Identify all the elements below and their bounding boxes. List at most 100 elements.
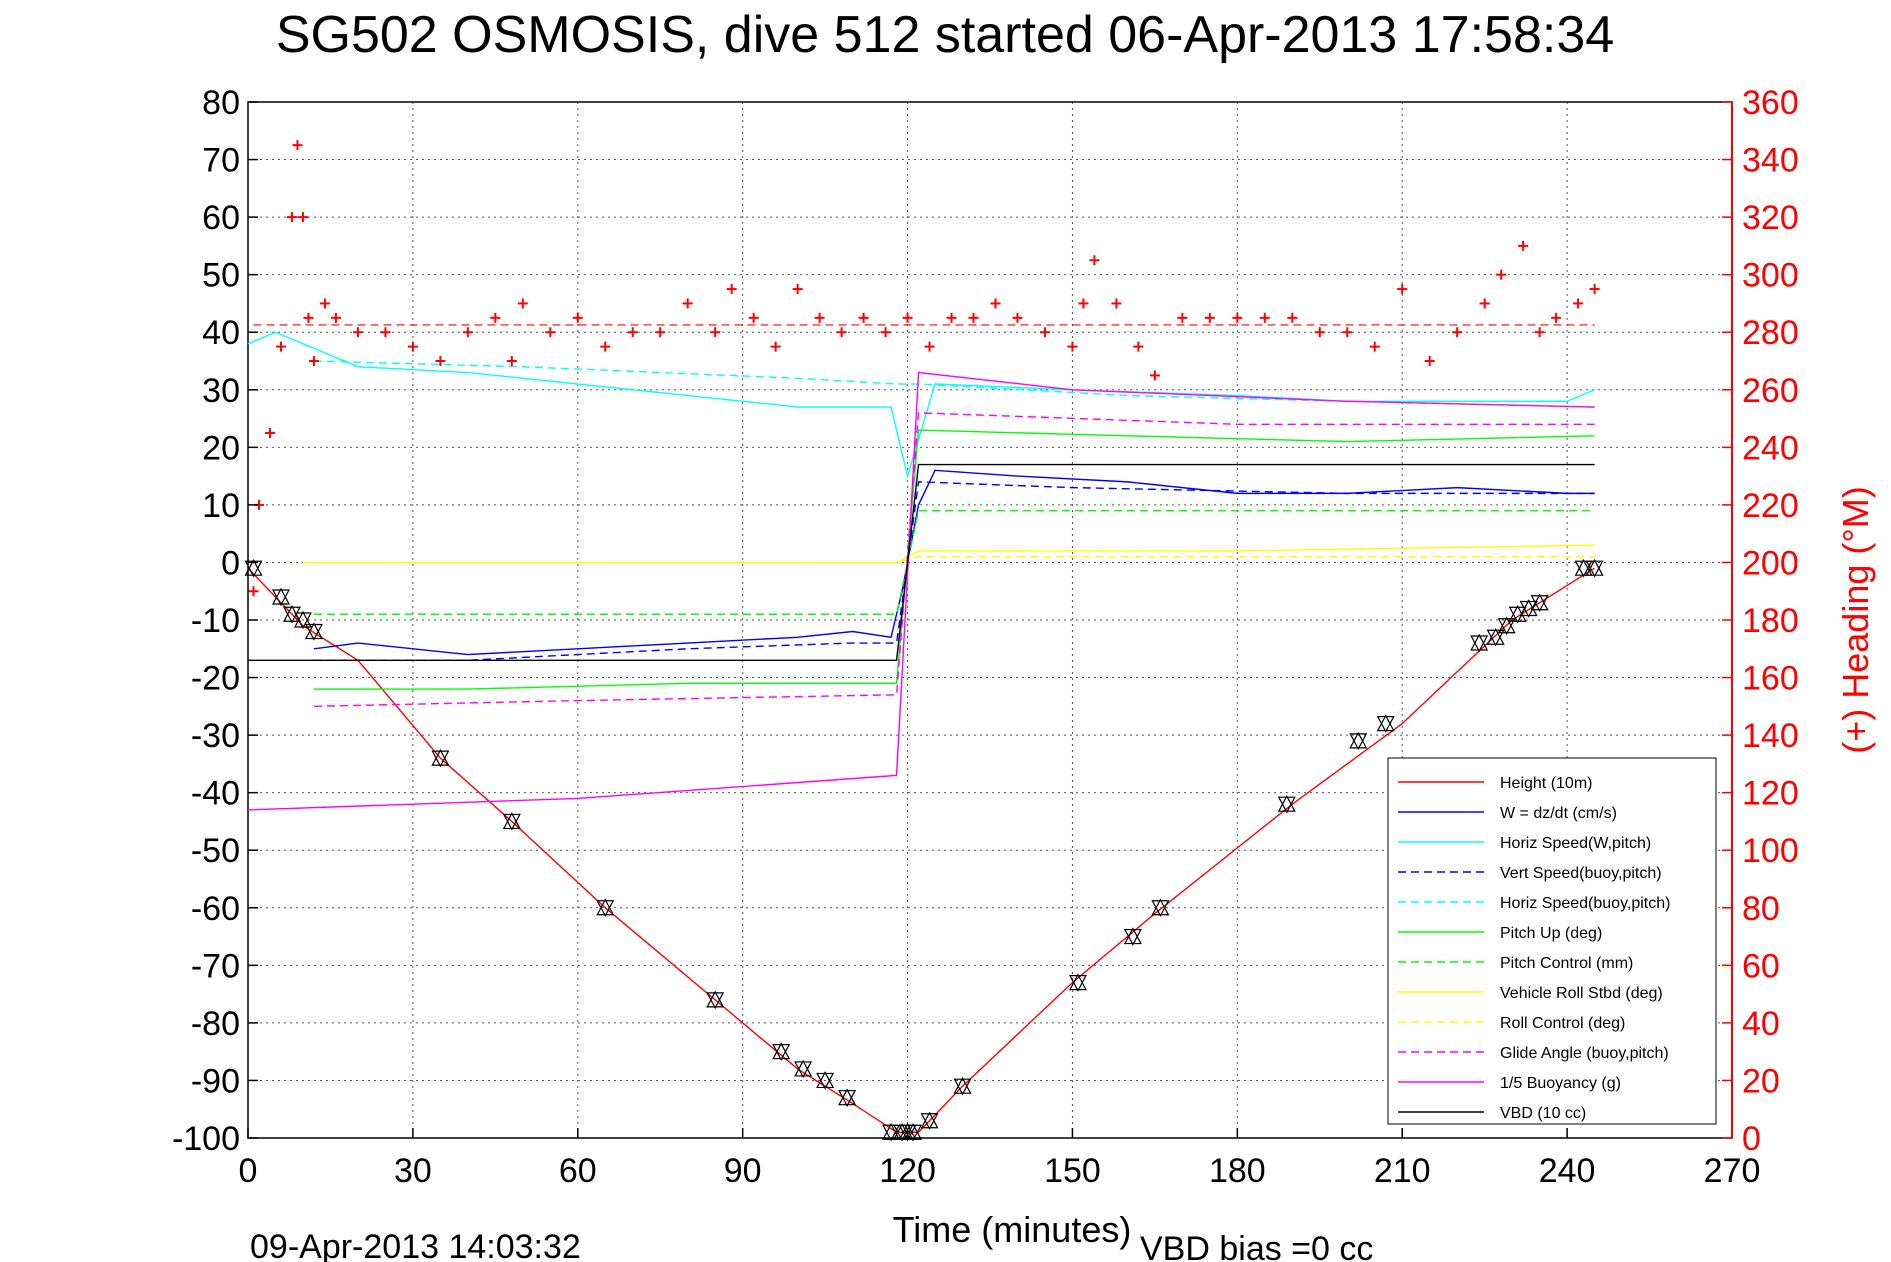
heading-point: [858, 312, 869, 323]
series-line-roll-control-deg: [302, 555, 1595, 564]
y-right-tick-label: 220: [1742, 487, 1799, 525]
heading-point: [880, 327, 891, 338]
height-sample-marker: [1376, 714, 1395, 733]
y-right-tick-label: 40: [1742, 1005, 1780, 1043]
heading-point: [1589, 284, 1600, 295]
y-right-tick-label: 120: [1742, 775, 1799, 813]
height-sample-marker: [1349, 731, 1368, 751]
y-right-tick-label: 300: [1742, 257, 1799, 295]
legend-label: Height (10m): [1500, 775, 1592, 792]
heading-point: [292, 140, 303, 151]
y-left-tick-label: 30: [202, 372, 240, 410]
y-right-tick-label: 140: [1742, 717, 1799, 755]
x-tick-label: 150: [1044, 1152, 1101, 1190]
heading-point: [726, 284, 737, 295]
legend-label: Vehicle Roll Stbd (deg): [1500, 985, 1663, 1002]
height-sample-marker: [1470, 633, 1489, 653]
legend-box: [1387, 757, 1717, 1125]
height-sample-marker: [1585, 558, 1604, 578]
series-line-1-5-buoyancy-g: [247, 371, 1595, 811]
series-line-vbd-10-cc: [248, 463, 1595, 661]
x-tick-label: 120: [879, 1152, 936, 1190]
x-axis-ticks: 0 30 60 90 120 150 180 210 240 270: [239, 1128, 1761, 1190]
height-sample-marker: [794, 1059, 813, 1079]
y-right-tick-label: 200: [1742, 544, 1799, 582]
heading-point: [1177, 312, 1188, 323]
x-tick-label: 240: [1539, 1152, 1596, 1190]
height-sample-marker: [953, 1076, 972, 1096]
legend-label: Vert Speed(buoy,pitch): [1500, 865, 1662, 882]
y-right-tick-label: 280: [1742, 314, 1799, 352]
heading-point: [1518, 240, 1529, 251]
y-right-tick-label: 0: [1742, 1120, 1761, 1158]
y-right-tick-label: 340: [1742, 142, 1799, 180]
y-left-tick-label: -100: [172, 1120, 240, 1158]
height-sample-marker: [882, 1122, 901, 1142]
series-line-height-10m: [247, 567, 1595, 1133]
heading-point: [600, 341, 611, 352]
legend: Height (10m) W = dz/dt (cm/s) Horiz Speed(…: [1387, 757, 1717, 1125]
height-sample-marker: [706, 990, 725, 1010]
heading-point: [572, 312, 583, 323]
y-left-tick-label: -10: [191, 602, 240, 640]
y-left-tick-label: 10: [202, 487, 240, 525]
height-sample-marker: [920, 1111, 939, 1131]
heading-point: [1397, 284, 1408, 295]
heading-point: [1452, 327, 1463, 338]
heading-point: [319, 298, 330, 309]
heading-point: [1078, 298, 1089, 309]
heading-point: [308, 356, 319, 366]
height-sample-marker: [1277, 794, 1296, 814]
heading-point: [748, 312, 759, 323]
height-sample-marker: [1123, 927, 1142, 946]
heading-point: [275, 341, 286, 352]
heading-point: [1369, 341, 1380, 352]
series-line-horiz-speed-w-pitch: [247, 331, 1595, 479]
legend-label: Roll Control (deg): [1500, 1015, 1625, 1032]
height-sample-marker: [1519, 599, 1538, 618]
heading-point: [1479, 298, 1490, 309]
y-left-tick-label: -40: [191, 775, 240, 813]
height-sample-marker: [271, 587, 290, 607]
heading-point: [924, 341, 935, 352]
heading-point: [303, 312, 314, 323]
legend-label: W = dz/dt (cm/s): [1500, 805, 1617, 822]
heading-point: [627, 327, 638, 338]
heading-point: [1496, 269, 1507, 280]
legend-label: 1/5 Buoyancy (g): [1500, 1075, 1621, 1092]
y-right-axis-label: (+) Heading (°M): [1835, 486, 1876, 753]
heading-point: [1039, 327, 1050, 338]
heading-point: [836, 327, 847, 338]
height-sample-marker: [304, 622, 323, 641]
y-right-tick-label: 60: [1742, 947, 1780, 985]
heading-point: [352, 327, 363, 338]
series-layer: [247, 331, 1595, 1133]
y-left-tick-label: 0: [221, 544, 240, 582]
heading-point: [682, 298, 693, 309]
heading-point: [1149, 370, 1160, 381]
heading-point: [462, 327, 473, 338]
heading-point: [490, 312, 501, 323]
y-left-tick-label: 60: [202, 199, 240, 237]
height-sample-marker: [244, 558, 263, 578]
legend-label: Pitch Control (mm): [1500, 955, 1633, 972]
legend-label: VBD (10 cc): [1500, 1105, 1586, 1122]
y-left-tick-label: -90: [191, 1062, 240, 1100]
y-right-tick-label: 100: [1742, 832, 1799, 870]
heading-point: [517, 298, 528, 309]
series-line-vert-speed-buoy-pitch: [313, 481, 1595, 661]
heading-point: [506, 356, 517, 366]
x-tick-label: 270: [1704, 1152, 1761, 1190]
height-sample-marker: [1497, 616, 1516, 636]
legend-label: Pitch Up (deg): [1500, 925, 1602, 942]
heading-point: [990, 298, 1001, 309]
y-right-tick-label: 160: [1742, 660, 1799, 698]
heading-point: [902, 312, 913, 323]
y-left-tick-label: -60: [191, 890, 240, 928]
heading-point: [264, 427, 275, 438]
y-left-tick-label: 80: [202, 84, 240, 122]
heading-point: [407, 341, 418, 352]
series-line-pitch-control-mm: [313, 509, 1595, 615]
y-left-tick-label: -70: [191, 947, 240, 985]
